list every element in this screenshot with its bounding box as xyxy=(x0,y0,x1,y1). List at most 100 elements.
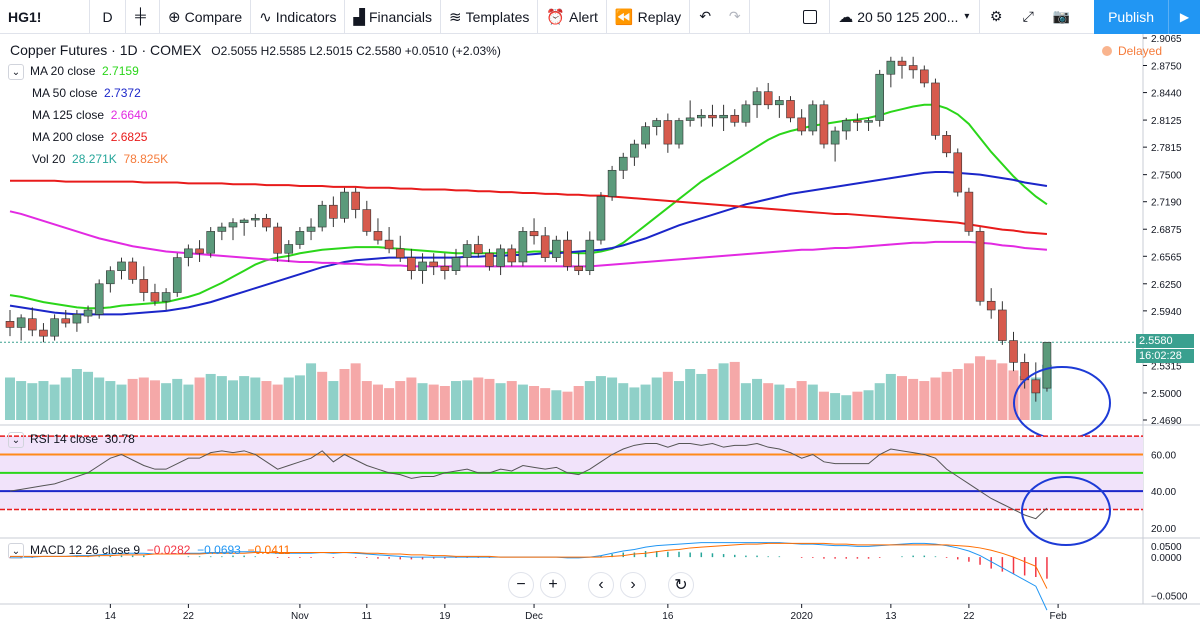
candle-body xyxy=(16,317,26,328)
ma200-label: MA 200 close xyxy=(32,130,105,144)
candle-body xyxy=(618,156,628,171)
layout-button[interactable]: ☁ 20 50 125 200... ▾ xyxy=(830,0,981,34)
publish-button[interactable]: Publish xyxy=(1094,0,1168,34)
volume-bar xyxy=(350,363,361,420)
time-tick-label: 22 xyxy=(183,611,195,622)
legend-ma20[interactable]: ⌄ MA 20 close 2.7159 xyxy=(8,64,139,80)
chart-canvas[interactable]: 2.9065 2.8750 2.8440 2.8125 2.7815 2.7500 2.71… xyxy=(0,34,1200,629)
snapshot-button[interactable]: 📷 xyxy=(1044,0,1078,34)
price-tick-label: 2.6250 xyxy=(1151,280,1182,291)
templates-label: Templates xyxy=(465,8,530,25)
candle-body xyxy=(942,135,951,154)
candle-body xyxy=(986,300,996,311)
vol-label: Vol 20 xyxy=(32,152,66,166)
candle-body xyxy=(663,120,673,145)
symbol-label: HG1! xyxy=(8,8,42,25)
time-tick-label: Feb xyxy=(1049,611,1067,622)
volume-bar xyxy=(1041,364,1052,420)
volume-bar xyxy=(149,380,160,420)
volume-bar xyxy=(38,381,49,420)
ma50-value: 2.7372 xyxy=(104,86,141,100)
candle-body xyxy=(730,114,740,123)
scroll-right-button[interactable]: › xyxy=(620,572,646,598)
candle-body xyxy=(128,261,137,280)
candle-body xyxy=(50,318,59,337)
square-icon xyxy=(802,9,817,24)
candle-body xyxy=(150,292,160,302)
reset-chart-button[interactable]: ↻ xyxy=(668,572,694,598)
redo-icon: ↷ xyxy=(728,8,741,24)
candle-body xyxy=(262,218,271,228)
candle-body xyxy=(752,91,762,106)
settings-button[interactable]: ⚙ xyxy=(980,0,1012,34)
volume-bar xyxy=(1008,370,1019,420)
candle-body xyxy=(797,117,806,132)
legend-ma50[interactable]: MA 50 close 2.7372 xyxy=(32,86,141,100)
alarm-icon: ⏰ xyxy=(546,8,566,26)
layout-label: 20 50 125 200... xyxy=(857,8,959,25)
legend-ma125[interactable]: MA 125 close 2.6640 xyxy=(32,108,147,122)
volume-bar xyxy=(205,373,216,420)
compare-button[interactable]: ⊕ Compare xyxy=(160,0,252,34)
publish-menu-button[interactable]: ▶ xyxy=(1168,0,1200,34)
candle-body xyxy=(808,104,818,132)
candle-body xyxy=(1031,379,1041,394)
financials-button[interactable]: ▟ Financials xyxy=(345,0,442,34)
chart-type-button[interactable]: ╪ xyxy=(126,0,160,34)
interval-button[interactable]: D xyxy=(90,0,126,34)
replay-button[interactable]: ⏪ Replay xyxy=(607,0,691,34)
zoom-in-button[interactable]: + xyxy=(540,572,566,598)
alert-button[interactable]: ⏰ Alert xyxy=(538,0,607,34)
macd-signal-value: −0.0411 xyxy=(247,543,291,558)
candle-body xyxy=(552,239,561,258)
scroll-left-button[interactable]: ‹ xyxy=(588,572,614,598)
collapse-legend-icon[interactable]: ⌄ xyxy=(8,64,24,80)
price-tick-label: 2.8125 xyxy=(1151,116,1182,127)
candle-body xyxy=(786,100,795,119)
volume-bar xyxy=(5,377,15,420)
collapse-rsi-icon[interactable]: ⌄ xyxy=(8,432,24,448)
templates-button[interactable]: ≋ Templates xyxy=(441,0,539,34)
legend-rsi[interactable]: ⌄ RSI 14 close 30.78 xyxy=(8,432,135,448)
symbol-search[interactable]: HG1! xyxy=(0,0,90,34)
candle-body xyxy=(273,226,282,254)
volume-bar xyxy=(306,363,317,420)
redo-button[interactable]: ↷ xyxy=(720,0,751,34)
candle-body xyxy=(563,239,572,267)
fullscreen-chart-button[interactable] xyxy=(790,0,831,34)
candle-body xyxy=(507,248,517,263)
indicators-label: Indicators xyxy=(275,8,337,25)
legend-vol[interactable]: Vol 20 28.271K 78.825K xyxy=(32,152,168,166)
volume-bar xyxy=(261,381,272,420)
volume-bar xyxy=(796,381,807,420)
indicators-button[interactable]: ∿ Indicators xyxy=(251,0,346,34)
volume-bar xyxy=(952,369,963,420)
volume-bar xyxy=(852,391,863,420)
candle-body xyxy=(295,231,305,245)
candle-body xyxy=(139,279,149,293)
rsi-value: 30.78 xyxy=(104,432,135,447)
candle-body xyxy=(172,257,182,293)
zoom-out-button[interactable]: − xyxy=(508,572,534,598)
candle-body xyxy=(708,114,717,119)
candle-body xyxy=(1042,341,1052,389)
volume-bar xyxy=(439,386,450,420)
chart-title: Copper Futures · 1D · COMEX xyxy=(10,42,202,58)
candle-body xyxy=(362,209,372,232)
volume-bar xyxy=(216,376,227,420)
legend-macd[interactable]: ⌄ MACD 12 26 close 9 −0.0282 −0.0693 −0.0… xyxy=(8,543,290,559)
expand-button[interactable]: ⤢ xyxy=(1012,0,1044,34)
collapse-macd-icon[interactable]: ⌄ xyxy=(8,543,24,559)
price-tick-label: 2.8750 xyxy=(1151,62,1182,73)
volume-bar xyxy=(885,373,896,420)
candle-body xyxy=(975,231,985,302)
play-icon: ▶ xyxy=(1179,10,1190,24)
zoom-controls: − + ‹ › ↻ xyxy=(508,572,694,598)
volume-bar xyxy=(830,393,841,420)
undo-button[interactable]: ↶ xyxy=(690,0,720,34)
candle-body xyxy=(919,69,929,84)
legend-ma200[interactable]: MA 200 close 2.6825 xyxy=(32,130,147,144)
macd-line-value: −0.0693 xyxy=(197,543,241,558)
ma-line-50 xyxy=(9,171,1048,316)
candle-body xyxy=(340,191,349,219)
